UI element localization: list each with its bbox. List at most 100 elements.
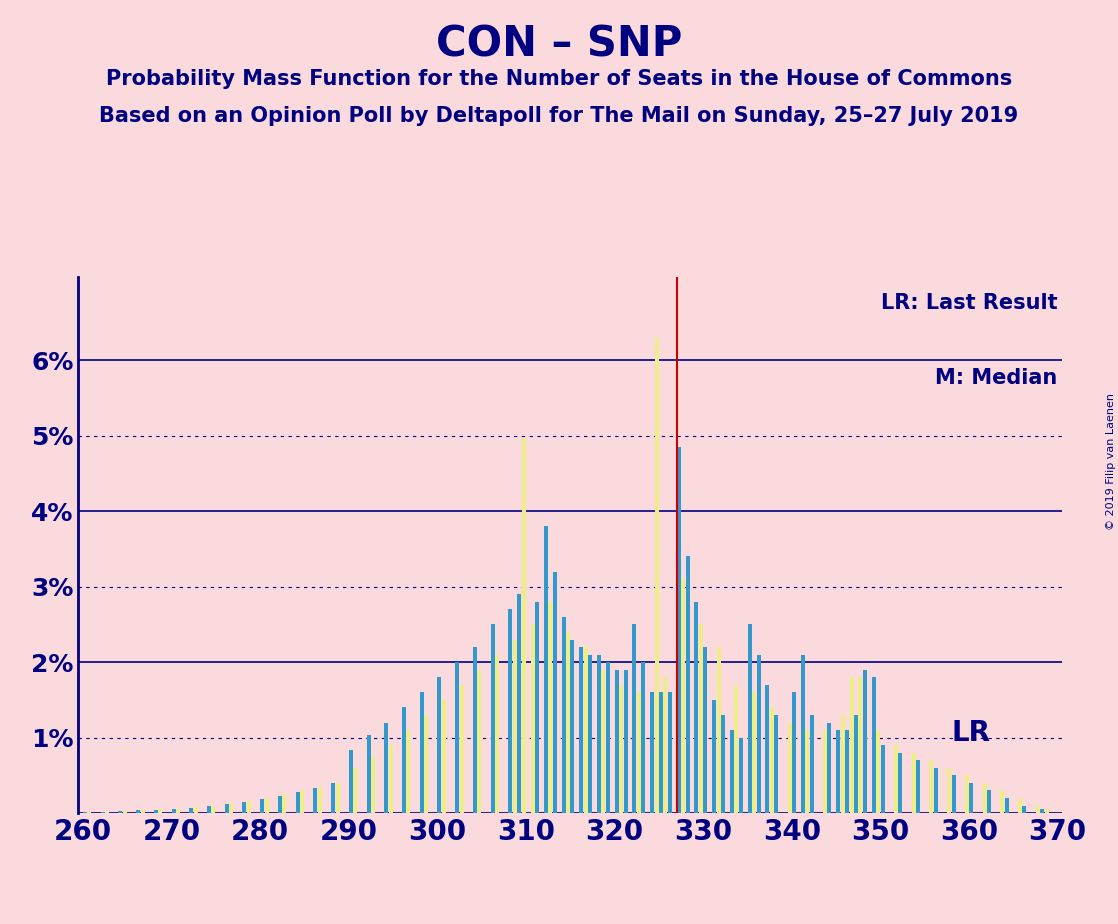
Bar: [193, 807, 198, 813]
Bar: [141, 810, 144, 813]
Bar: [407, 730, 410, 813]
Bar: [371, 757, 375, 813]
Bar: [805, 730, 809, 813]
Bar: [748, 625, 751, 813]
Bar: [101, 811, 105, 813]
Bar: [459, 685, 464, 813]
Bar: [597, 654, 601, 813]
Bar: [584, 647, 588, 813]
Bar: [534, 602, 539, 813]
Bar: [295, 792, 300, 813]
Bar: [1040, 809, 1044, 813]
Bar: [509, 609, 512, 813]
Bar: [300, 790, 304, 813]
Bar: [911, 753, 916, 813]
Bar: [1001, 790, 1004, 813]
Bar: [385, 723, 388, 813]
Bar: [659, 692, 663, 813]
Bar: [243, 802, 246, 813]
Bar: [633, 625, 636, 813]
Bar: [105, 811, 110, 813]
Bar: [615, 670, 618, 813]
Bar: [987, 790, 991, 813]
Bar: [934, 768, 938, 813]
Bar: [588, 654, 593, 813]
Bar: [827, 723, 832, 813]
Bar: [123, 811, 126, 813]
Text: Based on an Opinion Poll by Deltapoll for The Mail on Sunday, 25–27 July 2019: Based on an Opinion Poll by Deltapoll fo…: [100, 106, 1018, 127]
Bar: [189, 808, 193, 813]
Bar: [278, 796, 282, 813]
Bar: [1005, 798, 1008, 813]
Bar: [676, 447, 681, 813]
Bar: [951, 775, 956, 813]
Bar: [570, 639, 575, 813]
Bar: [667, 692, 672, 813]
Bar: [83, 811, 87, 813]
Bar: [983, 783, 986, 813]
Bar: [313, 788, 318, 813]
Bar: [207, 806, 211, 813]
Bar: [721, 715, 726, 813]
Bar: [929, 760, 934, 813]
Bar: [283, 795, 286, 813]
Bar: [809, 715, 814, 813]
Bar: [1018, 798, 1022, 813]
Bar: [770, 708, 774, 813]
Bar: [1023, 806, 1026, 813]
Bar: [642, 663, 645, 813]
Bar: [739, 737, 742, 813]
Bar: [845, 730, 850, 813]
Bar: [522, 438, 525, 813]
Bar: [437, 677, 442, 813]
Bar: [787, 723, 792, 813]
Bar: [159, 809, 162, 813]
Bar: [518, 594, 521, 813]
Bar: [87, 811, 92, 813]
Bar: [850, 677, 853, 813]
Bar: [389, 745, 392, 813]
Bar: [335, 783, 340, 813]
Bar: [419, 692, 424, 813]
Bar: [424, 715, 428, 813]
Bar: [260, 798, 264, 813]
Bar: [606, 663, 609, 813]
Bar: [894, 745, 898, 813]
Bar: [757, 654, 760, 813]
Bar: [1035, 806, 1040, 813]
Bar: [331, 783, 335, 813]
Bar: [651, 692, 654, 813]
Text: LR: Last Result: LR: Last Result: [881, 293, 1058, 313]
Bar: [491, 625, 494, 813]
Bar: [655, 337, 659, 813]
Bar: [637, 692, 641, 813]
Bar: [699, 625, 703, 813]
Bar: [663, 677, 667, 813]
Bar: [176, 808, 180, 813]
Bar: [792, 692, 796, 813]
Bar: [402, 708, 406, 813]
Bar: [455, 663, 459, 813]
Bar: [685, 556, 690, 813]
Bar: [548, 602, 552, 813]
Bar: [766, 685, 769, 813]
Bar: [775, 715, 778, 813]
Bar: [349, 750, 353, 813]
Bar: [477, 670, 482, 813]
Bar: [265, 798, 268, 813]
Bar: [552, 572, 557, 813]
Bar: [916, 760, 920, 813]
Bar: [225, 804, 229, 813]
Bar: [717, 647, 721, 813]
Bar: [154, 810, 158, 813]
Bar: [171, 808, 176, 813]
Bar: [495, 654, 499, 813]
Bar: [619, 685, 623, 813]
Bar: [442, 699, 446, 813]
Bar: [566, 632, 570, 813]
Bar: [119, 811, 122, 813]
Text: CON – SNP: CON – SNP: [436, 23, 682, 65]
Bar: [543, 527, 548, 813]
Bar: [561, 617, 566, 813]
Bar: [211, 806, 216, 813]
